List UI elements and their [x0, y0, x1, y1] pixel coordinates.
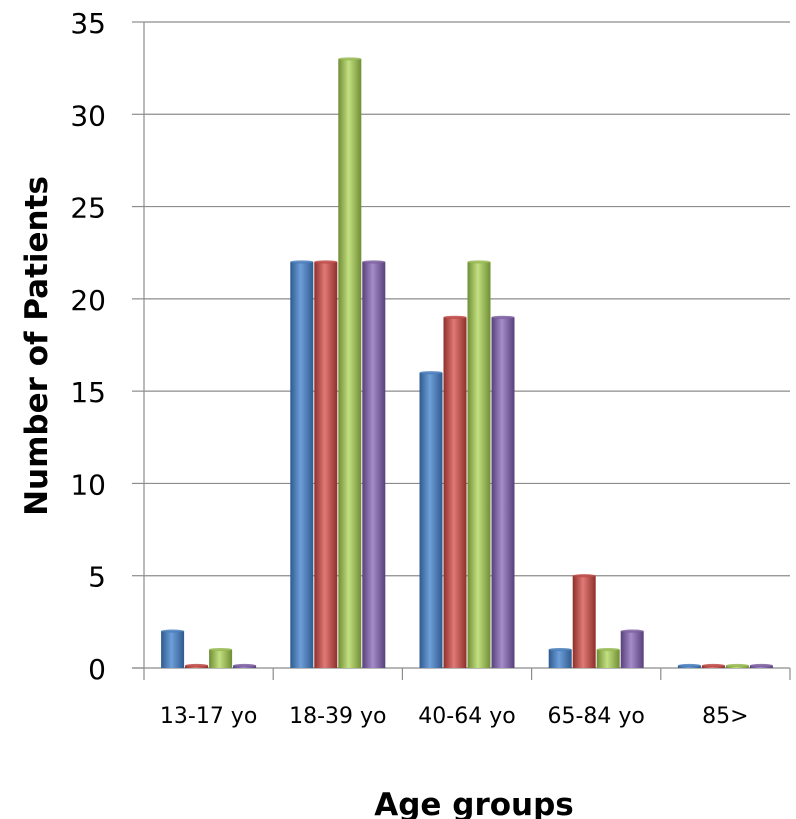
bar: [620, 629, 644, 668]
y-tick-label: 10: [70, 468, 106, 501]
bar-cap: [233, 663, 257, 668]
gridlines: [144, 21, 790, 577]
bar-cap: [491, 315, 515, 319]
bar-cap: [596, 647, 620, 652]
bar: [548, 647, 572, 668]
bar-body: [290, 261, 314, 668]
bar: [572, 574, 596, 668]
y-tick-label: 0: [88, 653, 106, 686]
bar-body: [467, 261, 491, 668]
bar-body: [572, 575, 596, 668]
x-tick-label: 18-39 yo: [289, 704, 386, 729]
bar-cap: [467, 260, 491, 264]
bar-cap: [185, 663, 209, 668]
bar: [596, 647, 620, 668]
bar: [209, 647, 233, 668]
bar-body: [491, 317, 515, 668]
bar-cap: [419, 371, 443, 375]
bars: [161, 57, 773, 668]
x-tick-labels: 13-17 yo 18-39 yo 40-64 yo 65-84 yo 85>: [160, 704, 749, 729]
y-axis-title: Number of Patients: [19, 176, 55, 516]
bar: [491, 315, 515, 668]
bar: [701, 663, 725, 668]
y-tick-label: 30: [70, 99, 106, 132]
bar: [233, 663, 257, 668]
bar: [725, 663, 749, 668]
bar-body: [161, 631, 185, 668]
bar-body: [620, 631, 644, 668]
y-tick-label: 20: [70, 284, 106, 317]
bar-body: [209, 649, 233, 668]
bar: [419, 371, 443, 668]
bar-cap: [677, 663, 701, 668]
bar-body: [419, 372, 443, 668]
bar-cap: [314, 260, 338, 264]
x-tick-label: 65-84 yo: [547, 704, 644, 729]
bar: [443, 315, 467, 668]
bar-body: [314, 261, 338, 668]
bar-body: [596, 649, 620, 668]
bar-body: [548, 649, 572, 668]
x-axis-title: Age groups: [374, 787, 574, 819]
bar-body: [443, 317, 467, 668]
y-tick-labels: 0 5 10 15 20 25 30 35: [70, 7, 106, 686]
bar-cap: [548, 647, 572, 652]
bar: [185, 663, 209, 668]
bar: [290, 260, 314, 668]
bar-cap: [749, 663, 773, 668]
bar: [362, 260, 386, 668]
x-tick-label: 13-17 yo: [160, 704, 257, 729]
bar-body: [362, 261, 386, 668]
x-tick-label: 40-64 yo: [418, 704, 515, 729]
bar-cap: [725, 663, 749, 668]
bar: [161, 629, 185, 668]
bar-cap: [620, 629, 644, 633]
bar: [677, 663, 701, 668]
y-tick-label: 35: [70, 7, 106, 40]
bar-cap: [209, 647, 233, 652]
y-tick-label: 15: [70, 376, 106, 409]
bar-cap: [362, 260, 386, 264]
bar-cap: [290, 260, 314, 264]
bar-cap: [443, 315, 467, 319]
bar-cap: [338, 57, 362, 61]
bar-cap: [572, 574, 596, 578]
x-tick-label: 85>: [702, 704, 748, 729]
bar-body: [338, 58, 362, 668]
bar: [749, 663, 773, 668]
bar-cap: [701, 663, 725, 668]
bar-cap: [161, 629, 185, 633]
bar: [314, 260, 338, 668]
bar: [338, 57, 362, 668]
bar: [467, 260, 491, 668]
y-tick-label: 5: [88, 561, 106, 594]
y-tick-label: 25: [70, 192, 106, 225]
